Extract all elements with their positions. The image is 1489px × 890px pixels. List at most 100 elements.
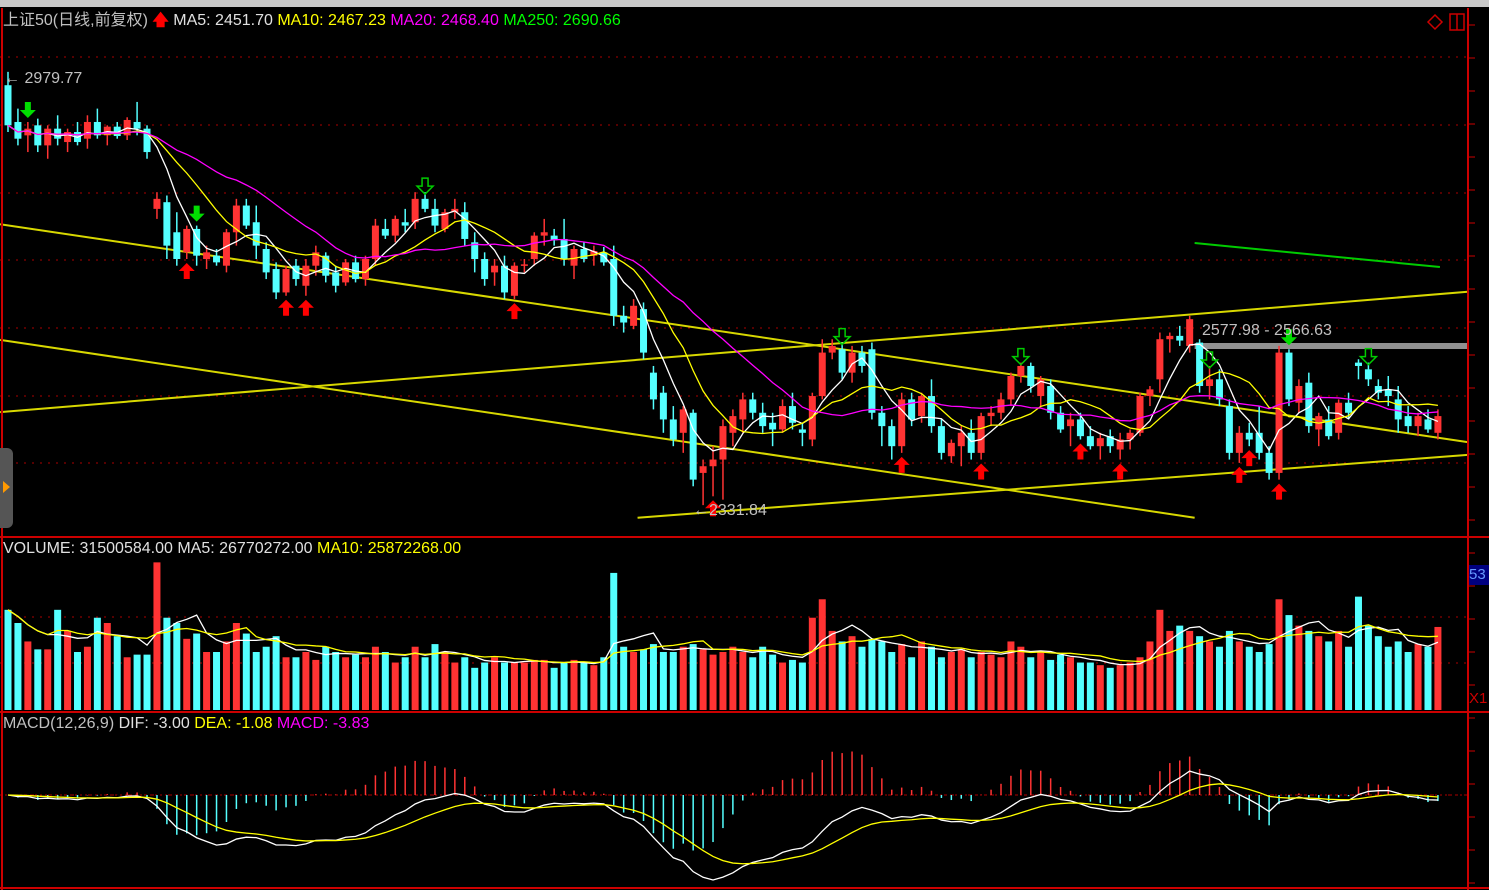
volume-bar: [709, 654, 717, 710]
volume-bar: [441, 652, 449, 710]
candle: [1007, 372, 1015, 407]
candle: [520, 259, 528, 273]
candle-body: [14, 121, 22, 139]
candle: [630, 299, 638, 330]
volume-bar: [1374, 636, 1382, 710]
candle-body: [1096, 438, 1104, 447]
volume-bar: [858, 646, 866, 710]
volume-bar: [739, 652, 747, 710]
candle-body: [878, 412, 886, 427]
buy-signal-arrow-icon: [297, 299, 314, 316]
candle: [1434, 409, 1442, 440]
volume-bar: [292, 657, 300, 710]
sidebar-expand-handle[interactable]: [0, 448, 13, 528]
candle: [302, 259, 310, 296]
candle: [719, 419, 727, 500]
volume-bar: [1414, 644, 1422, 710]
diamond-icon[interactable]: [1426, 13, 1444, 31]
volume-value: VOLUME: 31500584.00: [3, 540, 173, 557]
candle-body: [590, 250, 598, 256]
candle: [1196, 339, 1204, 393]
candle-body: [1116, 439, 1124, 450]
candle: [74, 121, 82, 146]
candle: [659, 386, 667, 433]
volume-bar: [878, 641, 886, 710]
candle: [679, 406, 687, 453]
candle: [461, 202, 469, 246]
candle: [1186, 315, 1194, 353]
candle-body: [630, 305, 638, 326]
volume-bar: [788, 659, 796, 710]
macd-value: MACD: -3.83: [276, 715, 370, 732]
volume-bar: [242, 633, 250, 710]
candle: [1096, 432, 1104, 460]
volume-bar: [491, 657, 499, 710]
volume-bar: [749, 657, 757, 710]
candle-body: [788, 406, 796, 423]
candle: [1374, 379, 1382, 400]
candle: [560, 218, 568, 266]
candle: [342, 259, 350, 286]
sell-signal-arrow-icon: [1280, 329, 1297, 346]
candle-body: [1394, 399, 1402, 420]
volume-bar: [838, 641, 846, 710]
candle: [749, 392, 757, 420]
candle-body: [1136, 396, 1144, 433]
candle-body: [908, 399, 916, 420]
range-label: 2577.98 - 2566.63: [1202, 322, 1332, 339]
chart-header: 上证50(日线,前复权) 🡅 MA5: 2451.70 MA10: 2467.2…: [3, 12, 621, 30]
candle-body: [1057, 412, 1065, 430]
candle: [510, 262, 518, 300]
volume-bar: [411, 646, 419, 710]
trendline: [1194, 241, 1441, 269]
candle: [1275, 345, 1283, 480]
candle-body: [491, 265, 499, 273]
candle-body: [282, 269, 290, 293]
candle: [501, 255, 508, 300]
candle-body: [1305, 382, 1313, 427]
candle: [828, 339, 836, 360]
zoom-badge[interactable]: X1: [1469, 690, 1488, 707]
volume-bar: [1424, 646, 1432, 710]
candle: [580, 242, 588, 263]
candle: [1315, 412, 1323, 447]
buy-signal-arrow-icon: [705, 500, 722, 517]
volume-bar: [997, 657, 1005, 710]
candle-body: [937, 426, 945, 453]
volume-bar: [987, 654, 995, 710]
candle-body: [1285, 352, 1293, 400]
buy-signal-arrow-icon: [1271, 483, 1288, 500]
candle-body: [1434, 416, 1442, 433]
volume-bar: [262, 646, 270, 710]
candle: [203, 245, 211, 270]
volume-bar: [203, 652, 211, 710]
volume-bar: [481, 662, 489, 710]
volume-bar: [421, 657, 429, 710]
candle-body: [550, 235, 558, 241]
volume-bar: [1086, 662, 1094, 710]
volume-bar: [4, 609, 12, 710]
candle: [1126, 429, 1134, 450]
panel-frame: [0, 8, 1489, 890]
volume-bar: [530, 659, 538, 710]
volume-bar: [927, 646, 935, 710]
candle: [1146, 386, 1154, 407]
volume-bar: [1176, 625, 1184, 710]
candle: [1265, 446, 1273, 480]
candle: [252, 205, 260, 260]
candle: [1364, 362, 1372, 387]
candle-body: [44, 128, 52, 146]
ma10-line: [7, 124, 1439, 435]
volume-bar: [461, 657, 469, 710]
candle-body: [927, 396, 935, 427]
candle-body: [431, 208, 439, 226]
volume-bar: [232, 623, 240, 710]
volume-bar: [1384, 646, 1392, 710]
candle: [381, 218, 389, 239]
volume-bar: [1265, 644, 1273, 710]
candle-body: [1255, 432, 1263, 453]
volume-bar: [1096, 665, 1104, 710]
candle: [1017, 362, 1025, 383]
candle-body: [640, 309, 648, 353]
